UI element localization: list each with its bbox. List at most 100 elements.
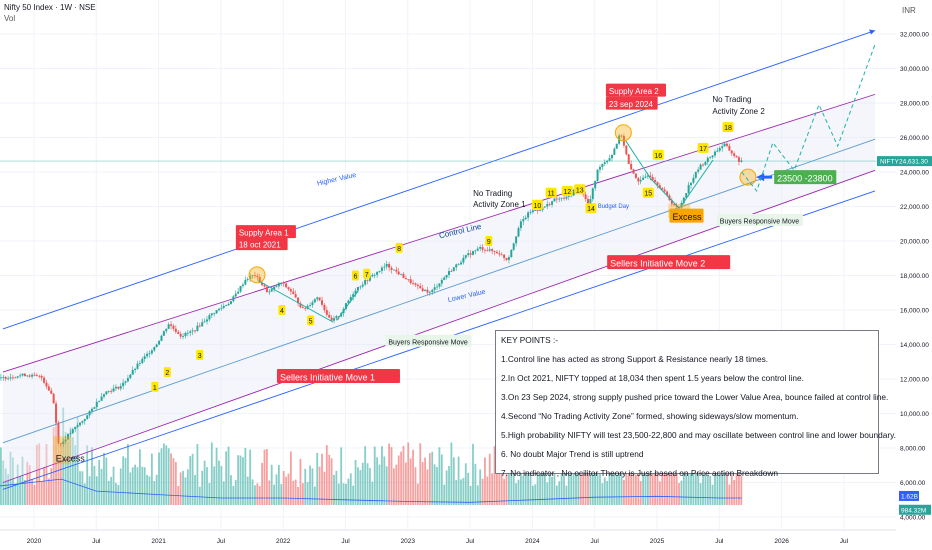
candle-body	[658, 185, 661, 189]
volume-bar	[414, 467, 417, 505]
candle-body	[428, 291, 431, 293]
time-tick-label: Jul	[92, 538, 101, 545]
touch-number-12: 12	[563, 189, 571, 196]
candle-body	[38, 375, 41, 377]
candle-body	[64, 439, 67, 442]
volume-bar	[174, 462, 177, 505]
candle-body	[189, 331, 192, 333]
supply-area-2-marker	[614, 124, 632, 142]
volume-bar	[249, 449, 252, 505]
volume-bar	[337, 483, 340, 505]
candle-body	[222, 305, 225, 308]
candle-body	[349, 297, 352, 301]
volume-bar	[28, 465, 31, 505]
volume-bar	[416, 483, 419, 505]
price-tick-label: 22,000.00	[900, 204, 929, 211]
candle-body	[141, 358, 144, 364]
volume-bar	[57, 439, 60, 505]
candle-body	[692, 177, 695, 183]
volume-bar	[325, 445, 328, 505]
current-price-value: 24,631.30	[899, 159, 928, 166]
candle-body	[651, 177, 654, 181]
volume-bar	[462, 477, 465, 505]
candle-body	[194, 330, 197, 332]
volume-bar	[210, 442, 213, 505]
volume-bar	[95, 476, 98, 505]
volume-bar	[318, 466, 321, 505]
candle-body	[400, 273, 403, 275]
touch-number-badge	[196, 349, 204, 360]
volume-bar	[481, 478, 484, 505]
candle-body	[376, 271, 379, 275]
volume-bar	[218, 460, 220, 505]
symbol-title[interactable]: Nifty 50 Index · 1W · NSE	[4, 3, 96, 12]
candle-body	[505, 257, 508, 260]
candle-body	[26, 375, 29, 377]
volume-bar	[694, 448, 697, 505]
touch-number-badge	[652, 149, 664, 160]
candle-body	[646, 175, 649, 177]
candle-body	[512, 243, 515, 250]
volume-bar	[654, 461, 656, 505]
candle-body	[527, 212, 530, 218]
candle-body	[265, 286, 268, 292]
volume-bar	[455, 480, 458, 505]
candle-body	[462, 257, 465, 263]
channel-line	[2, 138, 876, 444]
touch-number-badge	[351, 270, 359, 281]
volume-bar	[460, 479, 462, 505]
candle-body	[93, 407, 96, 409]
candle-body	[448, 271, 451, 275]
volume-bar	[369, 468, 371, 505]
volume-bar	[160, 448, 163, 505]
candle-body	[680, 203, 683, 208]
price-tick-label: 8,000.00	[900, 446, 926, 453]
volume-bar	[311, 468, 314, 505]
volume-bar	[393, 468, 395, 505]
volume-bar	[503, 478, 506, 505]
candle-body	[713, 151, 716, 156]
time-axis[interactable]: 2020 Jul 2021 Jul 2022 Jul 2023 Jul 2024 Jul 2025 J…	[0, 529, 932, 550]
key-point-2: 2.In Oct 2021, NIFTY topped at 18,034 th…	[501, 373, 804, 383]
volume-bar	[716, 471, 719, 505]
candle-body	[160, 335, 163, 341]
volume-bar	[294, 479, 297, 505]
touch-number-badge	[278, 305, 286, 315]
channel-line	[2, 93, 876, 373]
candle-body	[471, 251, 474, 255]
candle-body	[40, 376, 43, 378]
volume-bar	[519, 465, 522, 505]
candle-body	[416, 284, 419, 287]
volume-bar	[275, 474, 278, 505]
volume-bar	[474, 463, 477, 505]
sellers-initiative-1-label-bg	[276, 369, 400, 383]
volume-bar	[385, 466, 388, 505]
volume-bar	[191, 453, 194, 505]
candle-body	[690, 182, 693, 186]
candle-body	[450, 271, 453, 272]
volume-bar	[321, 453, 323, 505]
volume-badge	[899, 504, 931, 515]
candle-body	[323, 304, 326, 311]
candle-body	[237, 291, 240, 294]
volume-bar	[426, 469, 429, 505]
candle-body	[213, 313, 216, 315]
volume-bar	[376, 457, 379, 505]
candle-body	[404, 278, 407, 280]
price-axis[interactable]: 32,000.00 30,000.00 28,000.00 26,000.00 24,0…	[877, 0, 932, 530]
price-tick-label: 32,000.00	[900, 32, 929, 39]
volume-bar	[678, 483, 680, 505]
volume-bar	[407, 442, 410, 505]
candle-body	[277, 282, 280, 287]
candle-body	[606, 160, 609, 163]
volume-bar	[673, 459, 676, 505]
channel-arrowhead	[869, 29, 876, 35]
volume-bar	[323, 471, 326, 505]
candle-body	[730, 150, 733, 154]
candle-body	[287, 287, 290, 290]
touch-number-10: 10	[533, 203, 541, 210]
volume-indicator-label[interactable]: Vol	[4, 14, 16, 23]
candle-body	[158, 340, 161, 345]
volume-bar	[194, 474, 196, 505]
